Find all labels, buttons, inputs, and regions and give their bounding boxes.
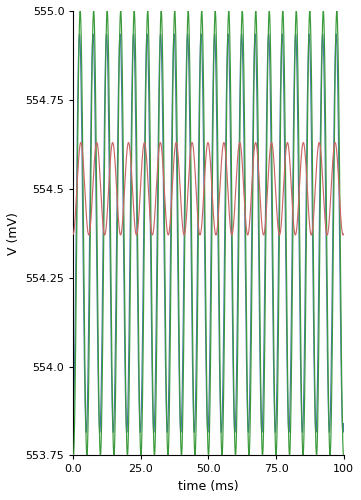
Y-axis label: V (mV): V (mV) (7, 212, 20, 254)
X-axis label: time (ms): time (ms) (178, 480, 239, 493)
